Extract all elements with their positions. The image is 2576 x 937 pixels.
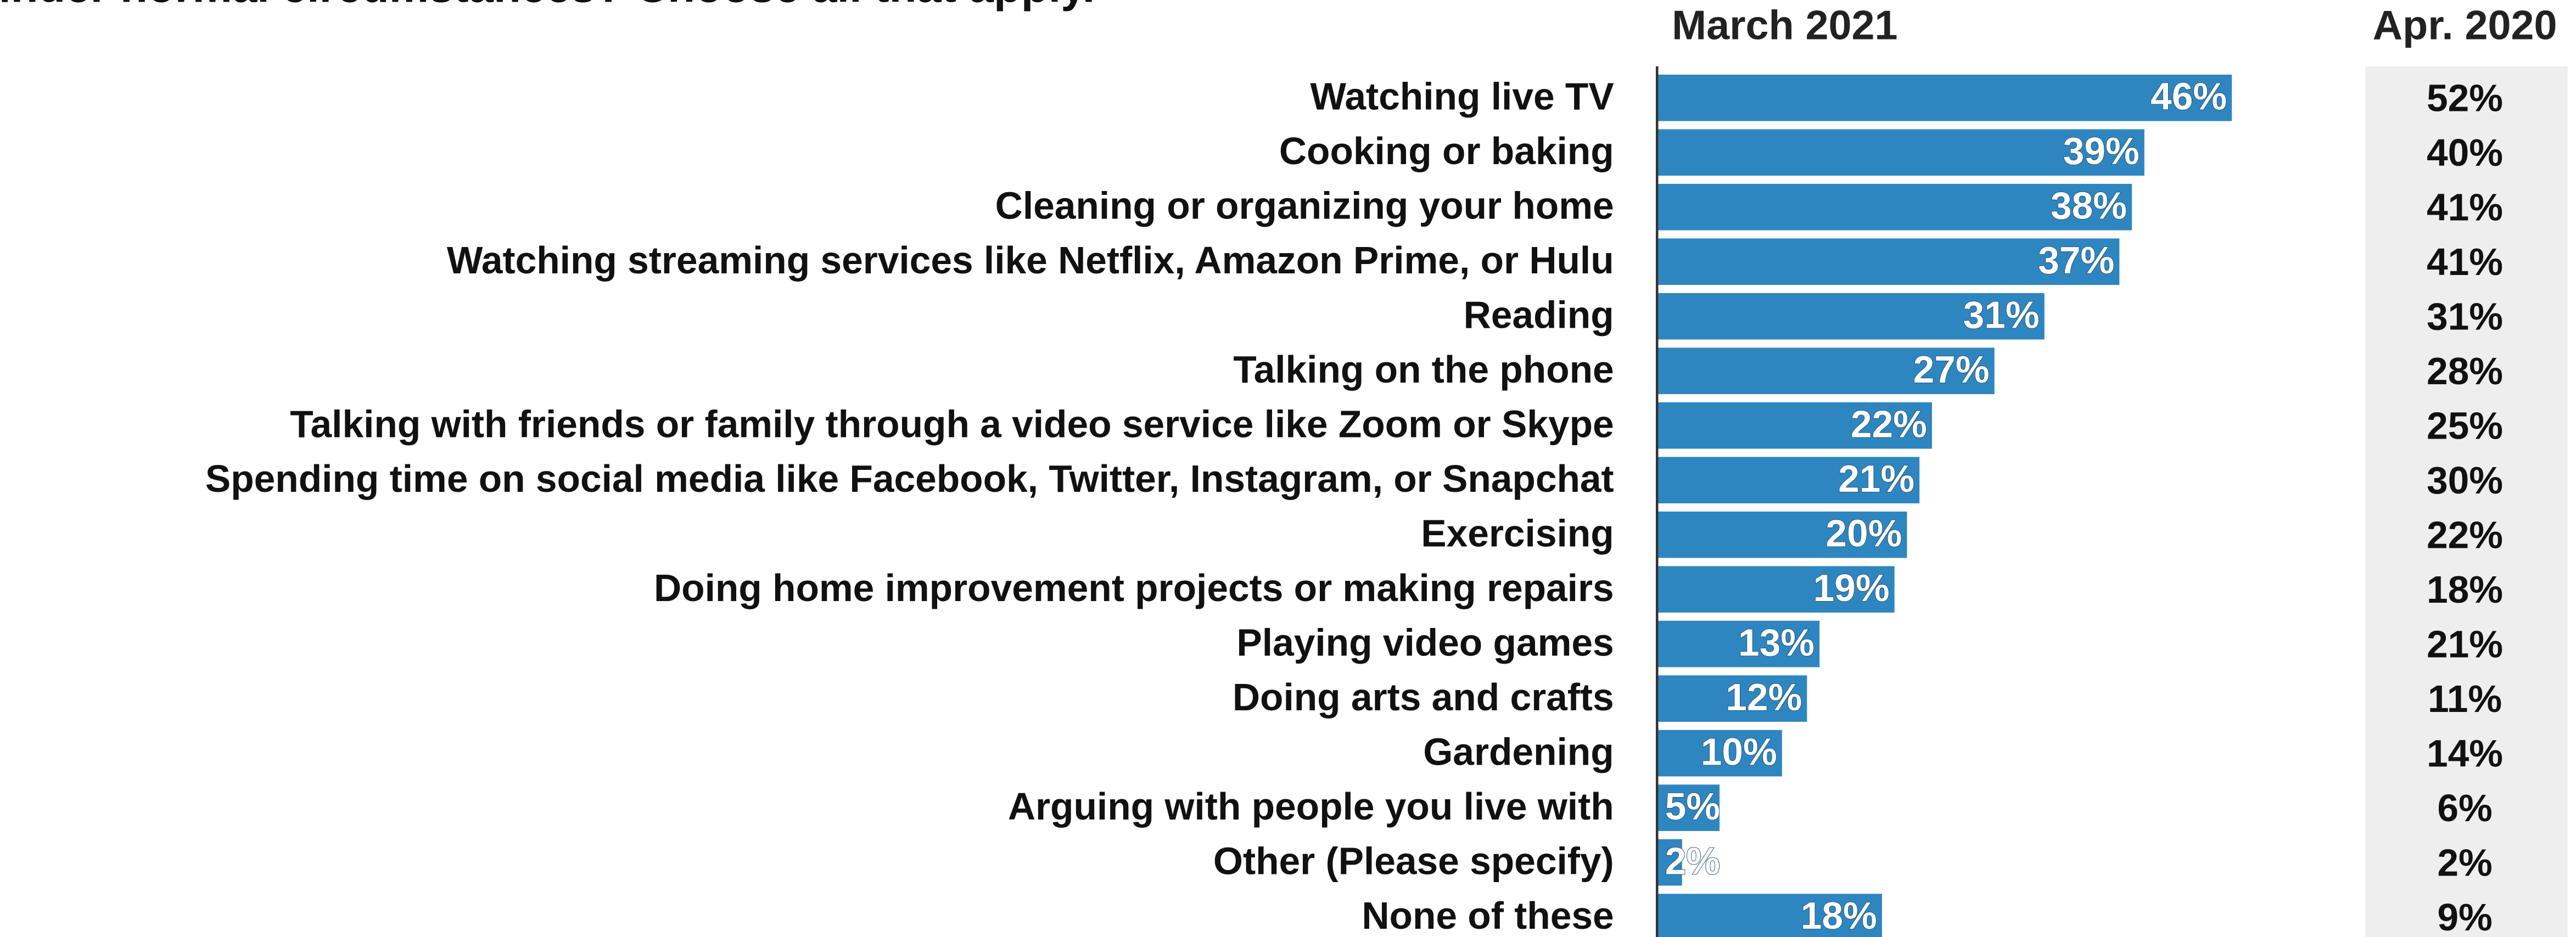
column-value: 9% [2437, 896, 2492, 937]
value-label: 39% [2063, 130, 2140, 172]
bar [1657, 293, 2045, 340]
category-label: Doing home improvement projects or makin… [654, 566, 1614, 609]
category-label: None of these [1362, 894, 1614, 937]
category-label: Talking with friends or family through a… [290, 403, 1614, 446]
category-label: Doing arts and crafts [1233, 676, 1614, 719]
value-label: 2% [1665, 839, 1720, 882]
bar [1657, 74, 2232, 121]
value-label: 21% [1838, 457, 1914, 500]
category-label: Watching streaming services like Netflix… [447, 239, 1614, 282]
bar [1657, 675, 1807, 722]
value-label: 27% [1913, 348, 1990, 391]
bar [1657, 129, 2144, 176]
category-label: Reading [1464, 294, 1614, 336]
bar [1657, 730, 1782, 777]
bar [1657, 784, 1720, 831]
value-label: 46% [2151, 75, 2227, 118]
column-value: 40% [2427, 131, 2503, 174]
column-value: 28% [2427, 350, 2503, 392]
column-value: 2% [2437, 841, 2492, 884]
bar [1657, 566, 1895, 613]
column-value: 31% [2427, 295, 2503, 338]
value-label: 13% [1738, 621, 1815, 664]
column-value: 41% [2427, 240, 2503, 283]
column-value: 25% [2427, 405, 2503, 447]
value-label: 37% [2038, 239, 2114, 282]
bar [1657, 894, 1882, 937]
bar [1657, 183, 2132, 231]
column-value: 41% [2427, 186, 2503, 229]
category-label: Cooking or baking [1279, 130, 1614, 172]
value-label: 12% [1726, 676, 1802, 719]
bar [1657, 839, 1682, 886]
value-label: 38% [2051, 184, 2127, 227]
category-label: Watching live TV [1310, 75, 1614, 118]
chart-title: under normal circumstances? Choose all t… [0, 0, 1095, 12]
series-header: Apr. 2020 [2373, 2, 2557, 48]
column-value: 6% [2437, 787, 2492, 829]
bar [1657, 620, 1820, 667]
bar [1657, 402, 1932, 449]
value-label: 18% [1801, 894, 1877, 937]
bar [1657, 511, 1907, 558]
series-header: March 2021 [1672, 2, 1897, 48]
bar [1657, 457, 1920, 503]
column-value: 22% [2427, 514, 2503, 557]
category-label: Playing video games [1236, 621, 1614, 664]
column-value: 18% [2427, 568, 2503, 611]
value-label: 19% [1813, 566, 1890, 609]
category-label: Cleaning or organizing your home [995, 184, 1614, 227]
value-label: 20% [1825, 512, 1902, 555]
column-value: 21% [2427, 623, 2503, 666]
column-background [2365, 66, 2568, 937]
category-label: Gardening [1423, 731, 1614, 773]
value-label: 5% [1665, 785, 1720, 828]
column-value: 30% [2427, 459, 2503, 502]
value-label: 31% [1963, 294, 2040, 336]
column-value: 52% [2427, 77, 2503, 120]
bar [1657, 347, 1995, 394]
value-label: 22% [1851, 403, 1927, 446]
column-value: 11% [2428, 677, 2502, 720]
category-label: Exercising [1421, 512, 1614, 555]
value-label: 10% [1701, 731, 1777, 773]
bar [1657, 238, 2120, 285]
category-label: Other (Please specify) [1213, 839, 1614, 882]
category-label: Talking on the phone [1233, 348, 1614, 391]
category-label: Arguing with people you live with [1008, 785, 1614, 828]
category-label: Spending time on social media like Faceb… [205, 457, 1614, 500]
column-value: 14% [2427, 732, 2503, 775]
